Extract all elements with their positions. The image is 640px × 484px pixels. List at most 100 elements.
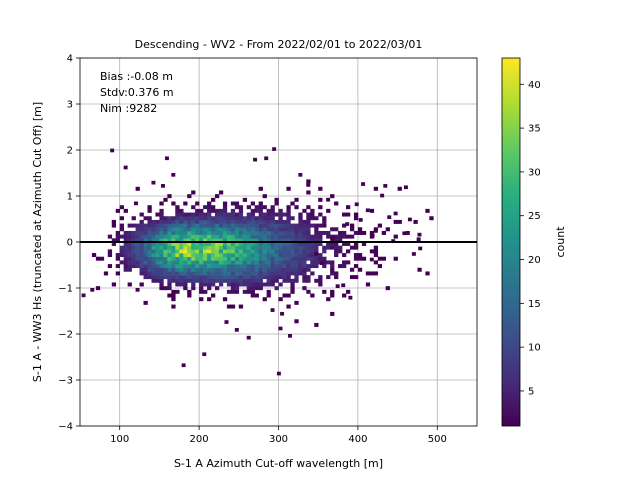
histogram-cell: [163, 271, 168, 276]
histogram-cell: [230, 230, 236, 235]
histogram-cell: [253, 157, 258, 162]
histogram-cell: [222, 260, 228, 265]
histogram-cell: [411, 252, 416, 256]
histogram-cell: [203, 219, 208, 224]
histogram-cell: [195, 249, 200, 254]
histogram-cell: [135, 288, 140, 292]
histogram-cell: [230, 260, 236, 265]
histogram-cell: [254, 234, 259, 239]
histogram-cell: [310, 245, 315, 250]
histogram-cell: [338, 234, 343, 239]
histogram-cell: [95, 286, 101, 291]
histogram-cell: [342, 253, 347, 258]
histogram-cell: [123, 165, 128, 170]
histogram-cell: [147, 267, 152, 272]
histogram-cell: [131, 264, 136, 269]
histogram-cell: [179, 260, 184, 265]
histogram-cell: [115, 234, 120, 239]
histogram-cell: [171, 253, 176, 258]
histogram-cell: [226, 230, 232, 235]
histogram-cell: [151, 230, 156, 235]
histogram-cell: [294, 278, 299, 283]
histogram-cell: [357, 267, 363, 272]
histogram-cell: [163, 275, 168, 280]
histogram-cell: [306, 278, 311, 283]
histogram-cell: [199, 297, 204, 302]
histogram-cell: [246, 260, 252, 265]
histogram-cell: [187, 212, 192, 217]
histogram-cell: [214, 253, 220, 258]
histogram-cell: [147, 242, 152, 246]
histogram-cell: [199, 256, 204, 261]
histogram-cell: [282, 278, 287, 283]
histogram-cell: [254, 216, 259, 221]
histogram-cell: [322, 223, 327, 228]
histogram-cell: [334, 234, 339, 239]
histogram-cell: [330, 194, 335, 199]
histogram-cell: [302, 286, 307, 291]
histogram-cell: [250, 201, 255, 206]
histogram-cell: [298, 212, 303, 217]
histogram-cell: [353, 216, 359, 221]
histogram-cell: [230, 219, 236, 224]
histogram-cell: [290, 249, 295, 254]
histogram-cell: [250, 282, 255, 287]
histogram-cell: [151, 256, 156, 261]
histogram-cell: [238, 219, 244, 224]
histogram-cell: [222, 212, 228, 217]
histogram-cell: [218, 253, 224, 258]
histogram-cell: [254, 223, 259, 228]
histogram-cell: [250, 234, 255, 239]
histogram-cell: [222, 297, 228, 302]
histogram-cell: [179, 271, 184, 276]
histogram-cell: [322, 289, 327, 294]
histogram-cell: [139, 238, 144, 243]
histogram-cell: [270, 230, 275, 235]
histogram-cell: [214, 227, 220, 232]
histogram-cell: [207, 264, 212, 269]
histogram-cell: [167, 249, 172, 254]
histogram-cell: [187, 230, 192, 235]
histogram-cell: [171, 256, 176, 261]
histogram-cell: [115, 238, 120, 243]
histogram-cell: [377, 256, 383, 261]
histogram-cell: [319, 261, 324, 265]
x-tick-label: 100: [110, 434, 129, 445]
histogram-cell: [167, 245, 172, 250]
histogram-cell: [306, 179, 311, 184]
histogram-cell: [266, 267, 271, 272]
histogram-cell: [207, 212, 212, 217]
histogram-cell: [286, 186, 291, 191]
histogram-cell: [413, 219, 418, 224]
histogram-cell: [306, 253, 311, 258]
histogram-cell: [147, 219, 152, 224]
histogram-cell: [131, 253, 136, 258]
histogram-cell: [282, 245, 287, 250]
histogram-cell: [159, 242, 164, 246]
histogram-cell: [286, 223, 291, 228]
histogram-cell: [222, 230, 228, 235]
histogram-cell: [357, 253, 363, 258]
histogram-cell: [171, 278, 176, 283]
histogram-cell: [238, 242, 244, 246]
histogram-cell: [175, 208, 180, 213]
histogram-cell: [298, 173, 303, 177]
histogram-cell: [171, 201, 176, 206]
histogram-cell: [254, 256, 259, 261]
histogram-cell: [159, 282, 164, 287]
histogram-cell: [349, 275, 355, 280]
histogram-cell: [207, 253, 212, 258]
histogram-cell: [195, 208, 200, 213]
histogram-cell: [294, 260, 299, 265]
histogram-cell: [294, 271, 299, 276]
histogram-cell: [270, 308, 275, 312]
histogram-cell: [230, 223, 236, 228]
histogram-cell: [334, 238, 339, 243]
histogram-cell: [211, 219, 216, 224]
histogram-cell: [175, 275, 180, 280]
histogram-cell: [191, 242, 196, 246]
histogram-cell: [322, 260, 327, 265]
histogram-cell: [286, 205, 291, 210]
histogram-cell: [155, 253, 160, 258]
